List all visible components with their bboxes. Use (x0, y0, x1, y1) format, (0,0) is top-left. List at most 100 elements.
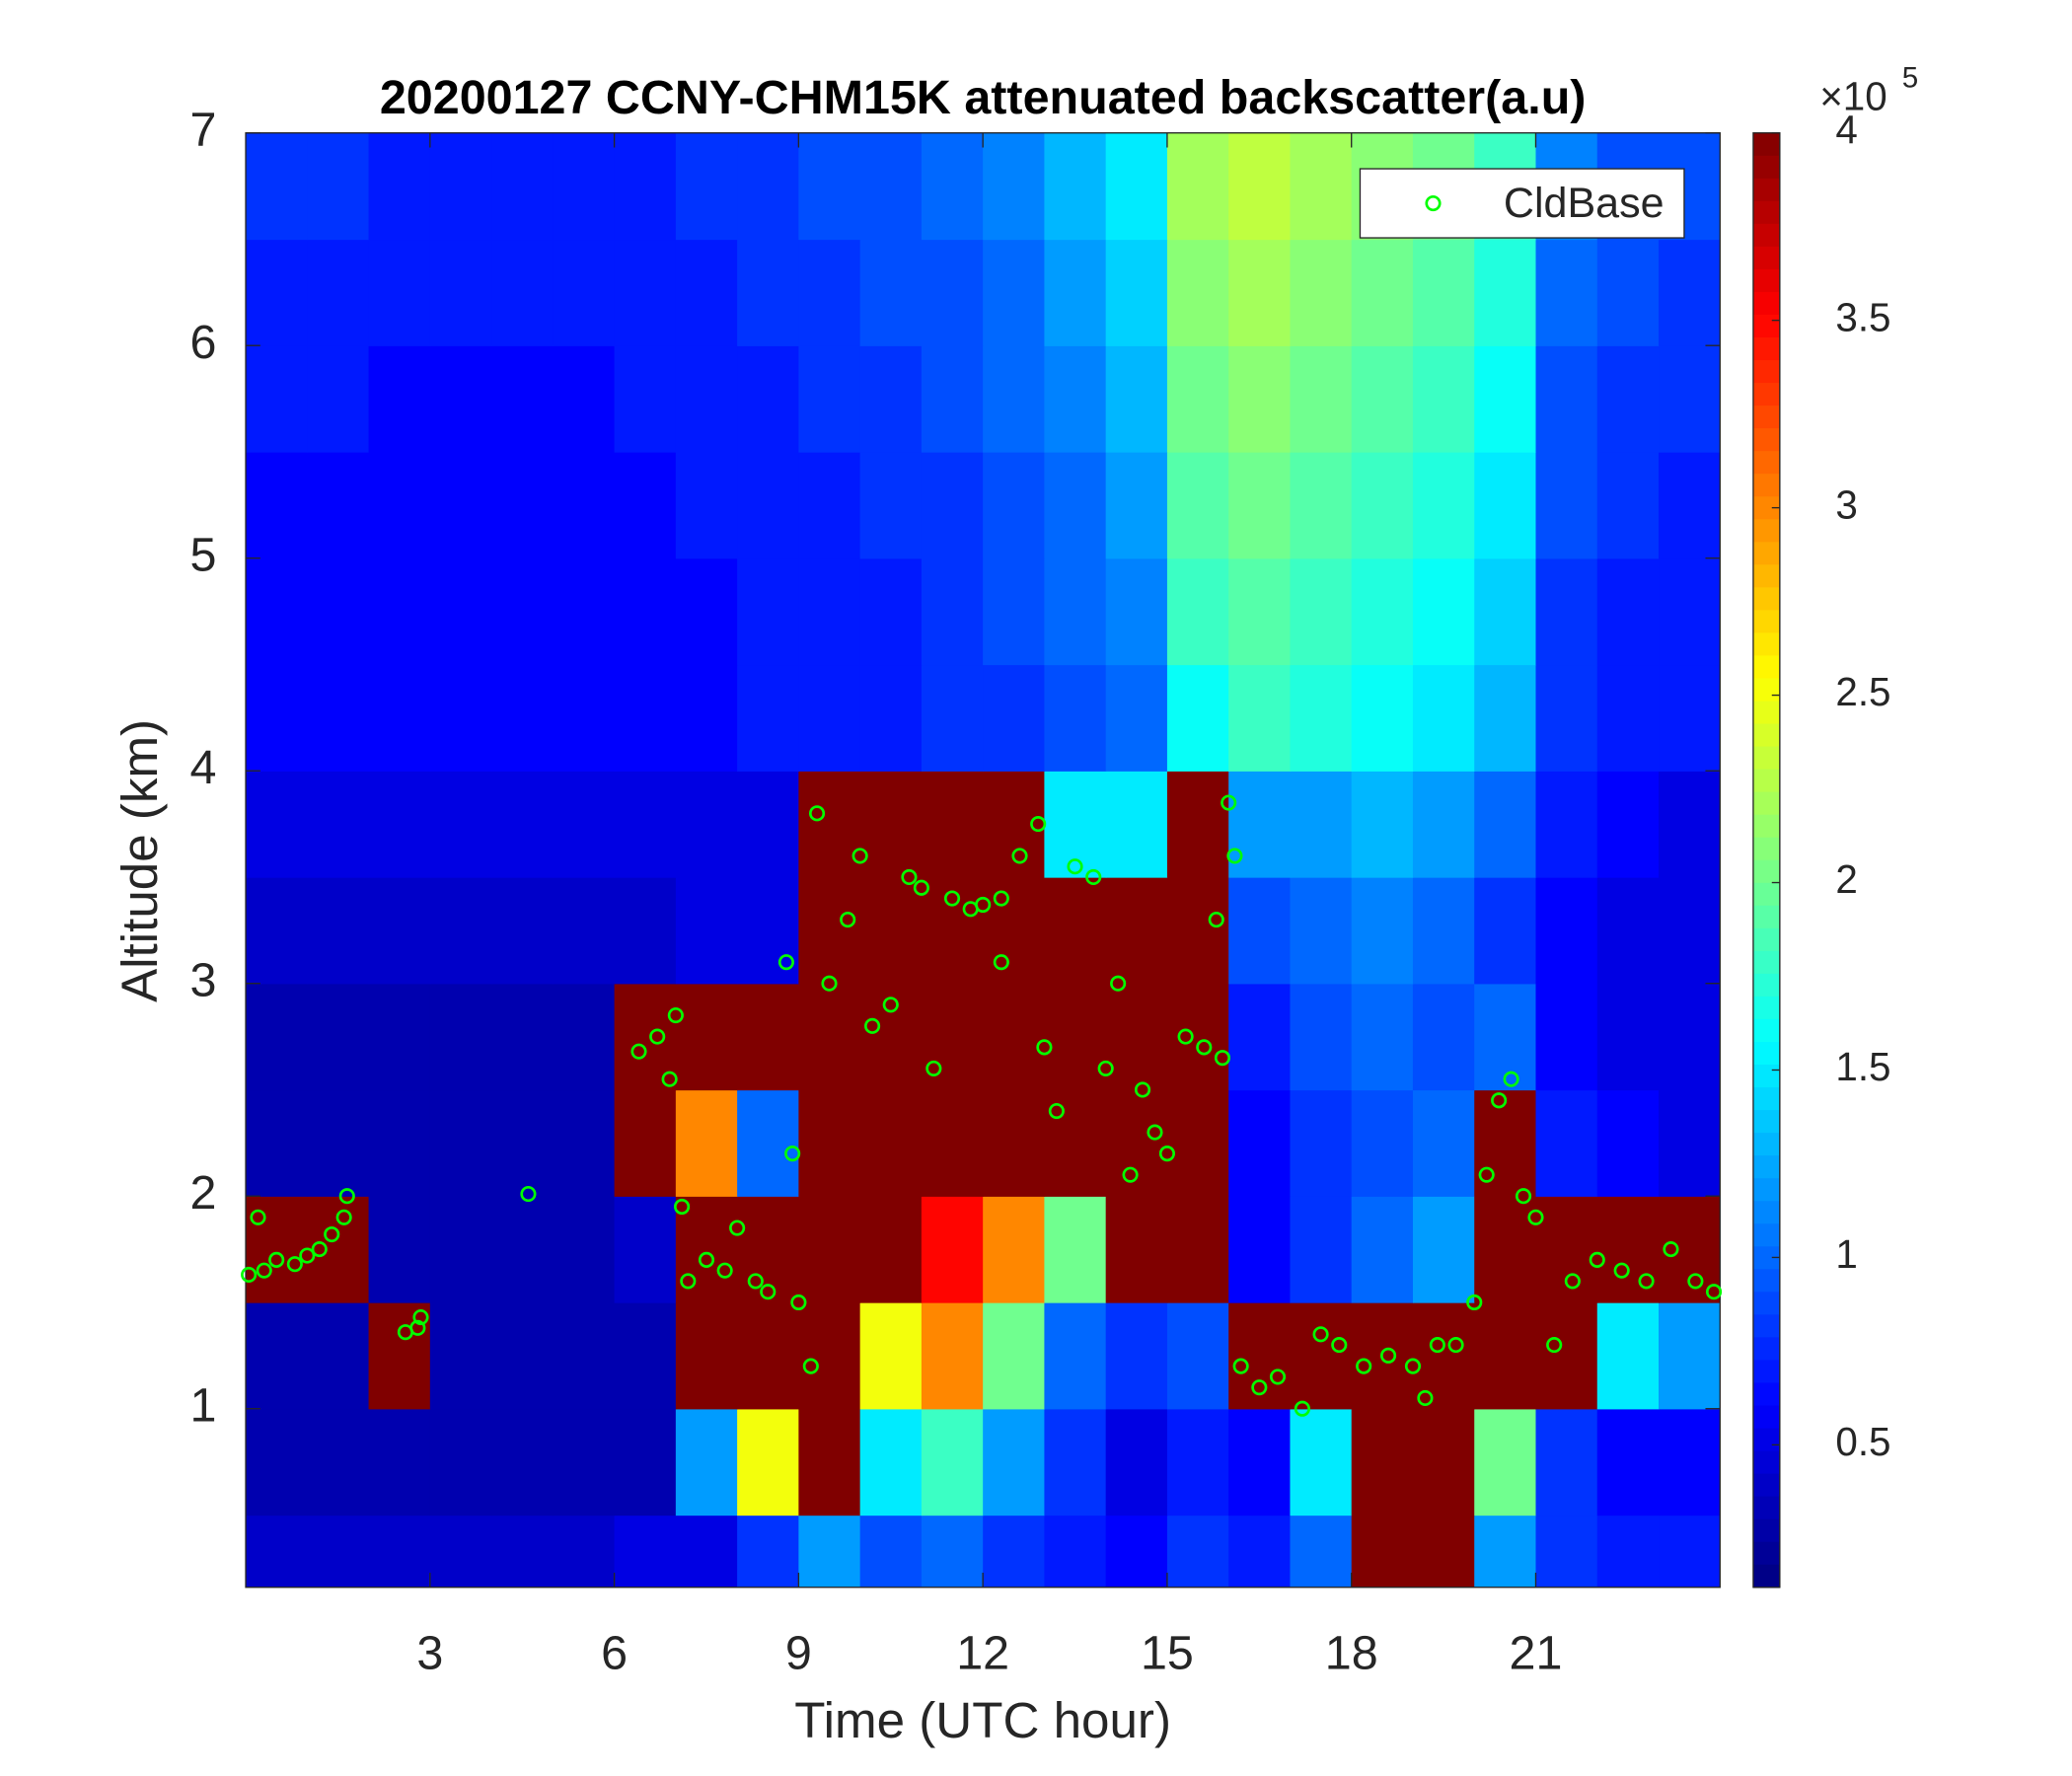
colorbar-strip (1752, 996, 1780, 1020)
heatmap-cell (1105, 876, 1168, 985)
cloud-base-point (1527, 1209, 1544, 1225)
heatmap-cell (1474, 983, 1537, 1091)
colorbar-strip (1752, 1110, 1780, 1134)
heatmap-cell (307, 876, 370, 985)
heatmap-cell (1412, 1408, 1475, 1517)
heatmap-cell (429, 1089, 492, 1197)
heatmap-cell (737, 1515, 800, 1588)
heatmap-cell (1474, 1301, 1537, 1410)
colorbar-strip (1752, 268, 1780, 293)
heatmap-cell (1412, 1089, 1475, 1197)
heatmap-cell (1044, 239, 1107, 346)
heatmap-cell (429, 983, 492, 1091)
heatmap-cell (368, 557, 431, 666)
cloud-base-point (760, 1284, 777, 1300)
heatmap-cell (614, 876, 677, 985)
heatmap-cell (553, 239, 616, 346)
colorbar-strip (1752, 132, 1780, 157)
heatmap-cell (429, 451, 492, 559)
colorbar-tick-label: 1.5 (1835, 1044, 1890, 1089)
heatmap-cell (1596, 1408, 1660, 1517)
cloud-base-point (1705, 1284, 1723, 1300)
heatmap-cell (1351, 1089, 1414, 1197)
heatmap-cell (1351, 451, 1414, 559)
heatmap-cell (859, 1196, 923, 1303)
cloud-base-point (1546, 1337, 1563, 1354)
heatmap-cell (675, 1089, 738, 1197)
heatmap-cell (1596, 1089, 1660, 1197)
heatmap-cell (798, 664, 861, 772)
heatmap-cell (614, 664, 677, 772)
heatmap-cell (737, 1196, 800, 1303)
heatmap-cell (1412, 239, 1475, 346)
heatmap-cell (737, 132, 800, 241)
colorbar-strip (1752, 200, 1780, 225)
heatmap-cell (1351, 239, 1414, 346)
heatmap-cell (798, 876, 861, 985)
cloud-base-point (256, 1262, 272, 1279)
heatmap-cell (1290, 557, 1353, 666)
cloud-base-point (520, 1185, 537, 1203)
heatmap-cell (246, 451, 308, 559)
heatmap-cell (246, 1515, 308, 1588)
heatmap-cell (1596, 983, 1660, 1091)
heatmap-cell (1105, 345, 1168, 453)
y-axis-label: Altitude (km) (111, 719, 168, 1002)
cloud-base-point (790, 1294, 807, 1311)
cloud-base-point (851, 848, 868, 864)
cloud-base-point (821, 975, 838, 992)
heatmap-cell (1659, 451, 1721, 559)
heatmap-cell (1105, 132, 1168, 241)
colorbar-strip (1752, 1201, 1780, 1224)
heatmap-cell (307, 132, 370, 241)
cloud-base-point (925, 1060, 942, 1077)
heatmap-cell (1535, 1196, 1598, 1303)
heatmap-cell (1474, 1196, 1537, 1303)
heatmap-cell (246, 132, 308, 241)
heatmap-cell (1166, 239, 1229, 346)
heatmap-cell (983, 771, 1046, 878)
heatmap-cell (1474, 451, 1537, 559)
heatmap-cell (553, 771, 616, 878)
heatmap-cell (983, 1301, 1046, 1410)
heatmap-cell (1535, 557, 1598, 666)
heatmap-cell (1290, 664, 1353, 772)
colorbar-tick-label: 3.5 (1835, 294, 1890, 339)
heatmap-cell (1228, 1408, 1292, 1517)
heatmap-cell (368, 1408, 431, 1517)
heatmap-cell (491, 451, 555, 559)
heatmap-cell (859, 1089, 923, 1197)
heatmap-cell (921, 771, 984, 878)
heatmap-cell (1166, 1301, 1229, 1410)
heatmap-cell (1351, 1408, 1414, 1517)
colorbar-strip (1752, 1223, 1780, 1247)
heatmap-cell (1105, 664, 1168, 772)
heatmap-cell (1351, 771, 1414, 878)
heatmap-cell (1290, 239, 1353, 346)
colorbar-strip (1752, 1314, 1780, 1339)
heatmap-cell (859, 239, 923, 346)
cloud-base-point (1011, 848, 1028, 864)
heatmap-cell (1228, 557, 1292, 666)
heatmap-cell (1105, 1408, 1168, 1517)
heatmap-cell (307, 664, 370, 772)
heatmap-cell (1659, 557, 1721, 666)
heatmap-cell (246, 345, 308, 453)
heatmap-cell (983, 1515, 1046, 1588)
heatmap-cell (983, 983, 1046, 1091)
heatmap-cell (1535, 239, 1598, 346)
heatmap-cell (675, 1408, 738, 1517)
cloud-base-point (1294, 1400, 1310, 1417)
heatmap-cell (921, 664, 984, 772)
heatmap-cell (1474, 345, 1537, 453)
heatmap-cell (491, 1301, 555, 1410)
heatmap-cell (1474, 1089, 1537, 1197)
heatmap-cell (1659, 771, 1721, 878)
heatmap-cell (859, 132, 923, 241)
heatmap-cell (1412, 345, 1475, 453)
heatmap-cell (1412, 451, 1475, 559)
colorbar-exponent: 5 (1902, 62, 1918, 95)
heatmap-cell (1351, 345, 1414, 453)
heatmap-cell (1290, 876, 1353, 985)
heatmap-cell (1105, 1301, 1168, 1410)
